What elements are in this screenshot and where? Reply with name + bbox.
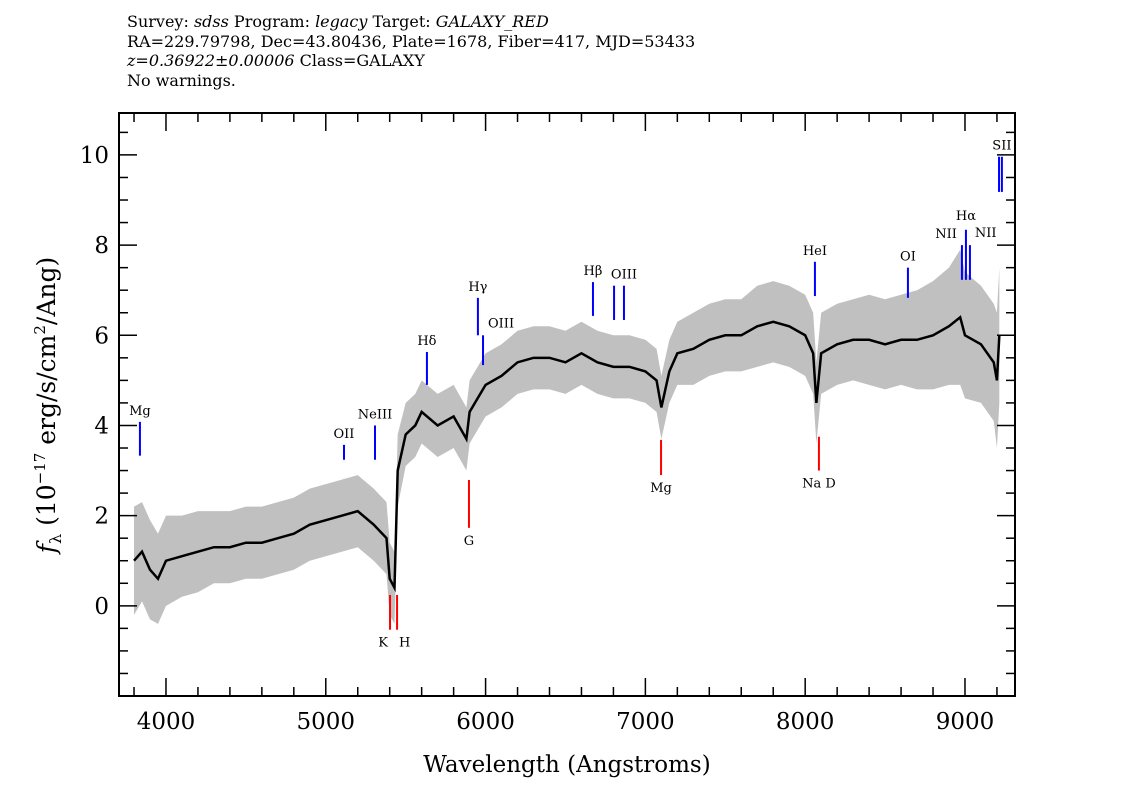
emission-line-label: OIII [611,268,637,283]
warnings-text: No warnings. [127,70,236,90]
redshift-value: z=0.36922±0.00006 [127,51,295,70]
y-tick-label: 4 [94,413,109,439]
flux-line [133,315,1001,593]
survey-value: sdss [193,12,229,31]
spectrum-header: Survey: sdss Program: legacy Target: GAL… [127,12,695,90]
y-tick-label: 10 [80,143,109,169]
emission-line-label: Hα [956,209,976,224]
emission-line-label: NII [935,227,957,242]
y-tick-label: 0 [94,594,109,620]
class-value: Class=GALAXY [299,51,425,70]
emission-line-label: NeIII [358,407,392,422]
x-axis-label: Wavelength (Angstroms) [423,752,710,778]
emission-line-label: OII [334,427,355,442]
x-tick-label: 8000 [776,709,835,735]
emission-line-label: NII [975,226,997,241]
target-label: Target: [372,12,431,31]
emission-line-label: OIII [488,316,514,331]
x-tick-label: 5000 [297,709,356,735]
y-tick-label: 8 [94,233,109,259]
absorption-line-label: K [378,636,388,651]
program-label: Program: [233,12,310,31]
y-axis-label: fλ (10−17 erg/s/cm2/Ang) [31,257,65,556]
emission-line-label: Hδ [417,334,436,349]
program-value: legacy [315,12,368,31]
error-band [134,249,1000,624]
absorption-line-label: G [464,534,474,549]
plot-frame [118,112,1016,697]
x-tick-label: 9000 [936,709,995,735]
x-tick-label: 6000 [456,709,515,735]
survey-label: Survey: [127,12,189,31]
header-line-1: Survey: sdss Program: legacy Target: GAL… [127,12,695,32]
y-tick-label: 6 [94,323,109,349]
emission-line-label: Mg [129,404,151,419]
emission-line-label: Hγ [468,280,487,295]
header-line-3: z=0.36922±0.00006 Class=GALAXY [127,51,695,71]
emission-line-label: SII [992,139,1011,154]
absorption-line-label: Na D [802,477,836,492]
target-value: GALAXY_RED [435,12,549,31]
emission-line-label: HeI [803,244,827,259]
emission-line-label: OI [900,250,916,265]
y-tick-label: 2 [94,504,109,530]
absorption-line-label: H [399,636,410,651]
x-tick-label: 7000 [616,709,675,735]
emission-line-label: Hβ [584,264,603,279]
header-coordinates: RA=229.79798, Dec=43.80436, Plate=1678, … [127,31,696,51]
x-tick-label: 4000 [137,709,196,735]
absorption-line-label: Mg [650,481,672,496]
